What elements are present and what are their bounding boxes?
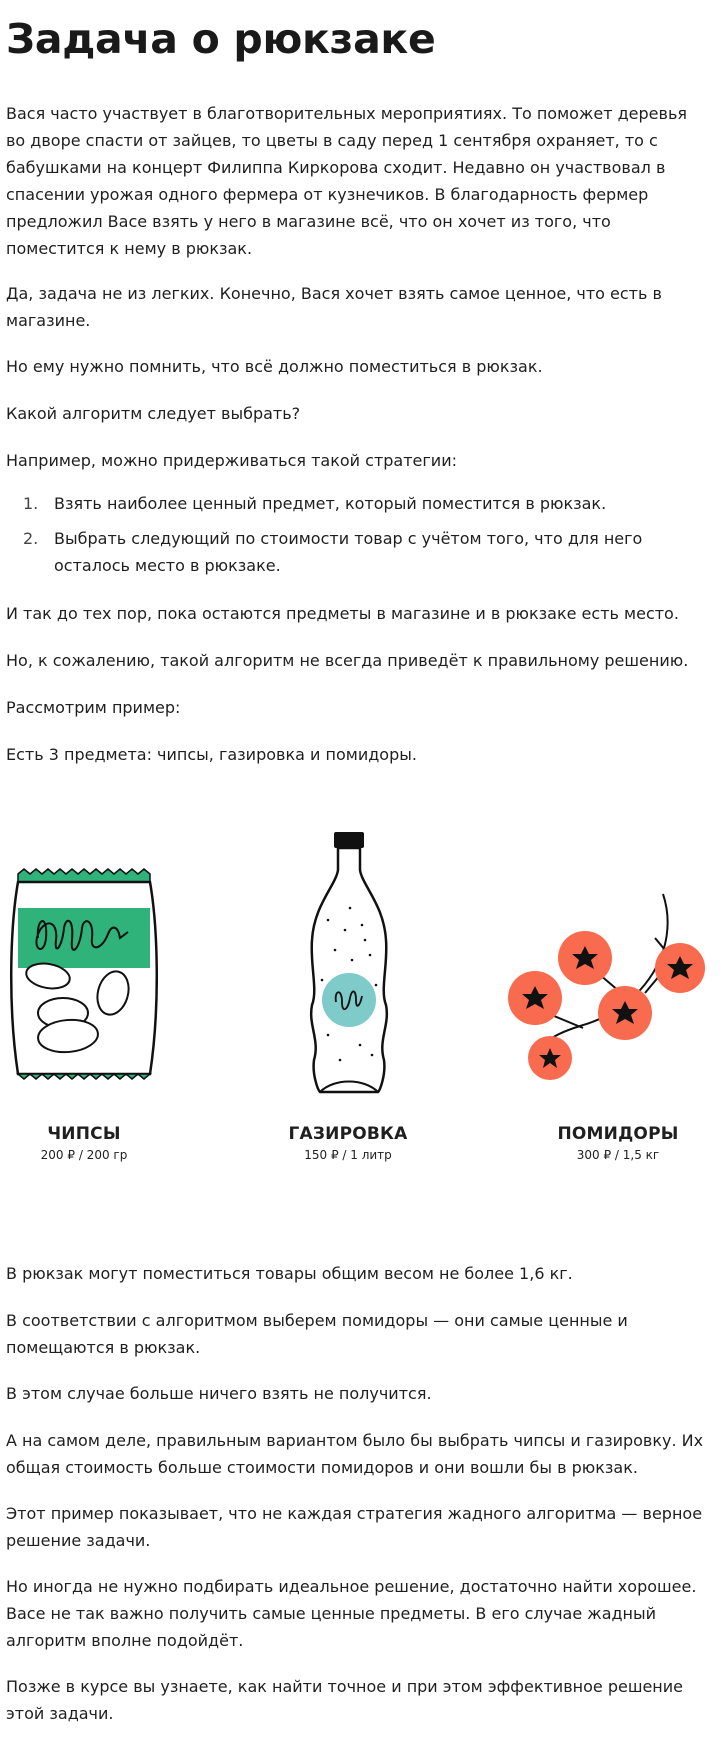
item-details-chips: 200 ₽ / 200 гр	[40, 1148, 128, 1162]
paragraph-correct-answer: А на самом деле, правильным вариантом бы…	[6, 1431, 704, 1477]
list-item-text: Взять наиболее ценный предмет, который п…	[54, 494, 607, 513]
paragraph-lesson: Этот пример показывает, что не каждая ст…	[6, 1504, 703, 1550]
paragraph-items: Есть 3 предмета: чипсы, газировка и поми…	[6, 745, 417, 764]
chips-icon	[10, 868, 158, 1080]
paragraph-later: Позже в курсе вы узнаете, как найти точн…	[6, 1677, 683, 1723]
item-name-soda: ГАЗИРОВКА	[288, 1124, 408, 1144]
tomatoes-icon	[508, 893, 705, 1080]
item-name-chips: ЧИПСЫ	[47, 1124, 121, 1144]
items-illustration: ЧИПСЫ 200 ₽ / 200 гр ГАЗИРОВКА 150 ₽ / 1…	[0, 818, 727, 1178]
list-item: 2. Выбрать следующий по стоимости товар …	[6, 525, 706, 579]
item-details-tomatoes: 300 ₽ / 1,5 кг	[576, 1148, 660, 1162]
item-name-tomatoes: ПОМИДОРЫ	[557, 1124, 679, 1144]
intro-paragraph-task: Да, задача не из легких. Конечно, Вася х…	[6, 284, 662, 330]
bottle-icon	[309, 832, 389, 1094]
paragraph-nothing-left: В этом случае больше ничего взять не пол…	[6, 1384, 432, 1403]
intro-paragraph-constraint: Но ему нужно помнить, что всё должно пом…	[6, 357, 543, 376]
list-item: 1. Взять наиболее ценный предмет, которы…	[6, 490, 706, 517]
paragraph-warning: Но, к сожалению, такой алгоритм не всегд…	[6, 651, 689, 670]
page-title: Задача о рюкзаке	[6, 15, 436, 63]
paragraph-example: Рассмотрим пример:	[6, 698, 181, 717]
intro-paragraph-story: Вася часто участвует в благотворительных…	[6, 104, 687, 258]
paragraph-greedy-choice: В соответствии с алгоритмом выберем поми…	[6, 1311, 628, 1357]
intro-paragraph-strategy: Например, можно придерживаться такой стр…	[6, 451, 457, 470]
paragraph-capacity: В рюкзак могут поместиться товары общим …	[6, 1264, 573, 1283]
list-number: 1.	[23, 494, 39, 513]
intro-paragraph-question: Какой алгоритм следует выбрать?	[6, 404, 301, 423]
item-details-soda: 150 ₽ / 1 литр	[304, 1148, 392, 1162]
list-item-text: Выбрать следующий по стоимости товар с у…	[54, 529, 643, 575]
list-number: 2.	[23, 529, 39, 548]
strategy-list: 1. Взять наиболее ценный предмет, которы…	[6, 490, 706, 587]
paragraph-good-enough: Но иногда не нужно подбирать идеальное р…	[6, 1577, 697, 1650]
paragraph-loop: И так до тех пор, пока остаются предметы…	[6, 604, 679, 623]
